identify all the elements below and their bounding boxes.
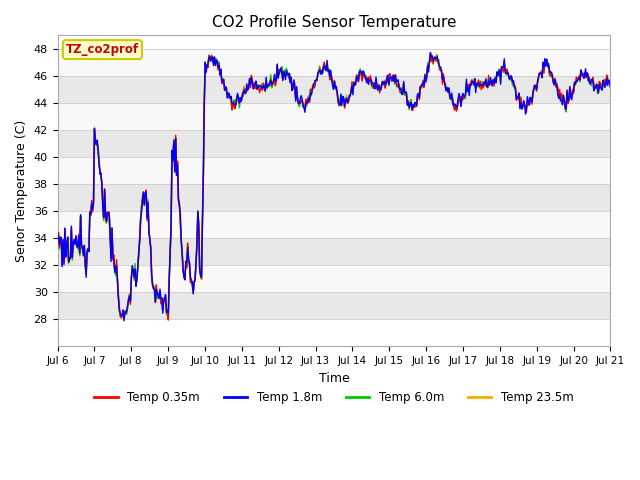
- Line: Temp 1.8m: Temp 1.8m: [58, 52, 611, 321]
- Temp 1.8m: [54, 233, 61, 239]
- Temp 6.0m: [120, 315, 128, 321]
- Bar: [58, 49, 611, 76]
- Temp 6.0m: [54, 233, 61, 239]
- Temp 1.8m: [380, 78, 388, 84]
- Temp 6.0m: [196, 272, 204, 277]
- Temp 1.8m: [152, 287, 160, 292]
- Temp 23.5m: [196, 273, 204, 278]
- Temp 23.5m: [54, 233, 61, 239]
- Temp 23.5m: [424, 63, 431, 69]
- Temp 0.35m: [196, 271, 204, 276]
- Temp 0.35m: [380, 82, 388, 87]
- Bar: [58, 292, 611, 319]
- Bar: [58, 238, 611, 265]
- Temp 23.5m: [380, 79, 388, 85]
- Temp 23.5m: [305, 93, 312, 99]
- Temp 0.35m: [164, 317, 172, 323]
- Bar: [58, 265, 611, 292]
- Line: Temp 0.35m: Temp 0.35m: [58, 53, 611, 320]
- Line: Temp 6.0m: Temp 6.0m: [58, 55, 611, 318]
- Bar: [58, 184, 611, 211]
- Temp 0.35m: [305, 95, 312, 100]
- Temp 23.5m: [472, 85, 479, 91]
- Temp 1.8m: [607, 84, 614, 89]
- Temp 0.35m: [607, 84, 614, 89]
- Temp 6.0m: [433, 52, 441, 58]
- Legend: Temp 0.35m, Temp 1.8m, Temp 6.0m, Temp 23.5m: Temp 0.35m, Temp 1.8m, Temp 6.0m, Temp 2…: [90, 386, 579, 409]
- Temp 6.0m: [152, 287, 160, 293]
- Temp 6.0m: [380, 79, 388, 85]
- Bar: [58, 103, 611, 130]
- Temp 1.8m: [424, 63, 431, 69]
- Temp 1.8m: [427, 49, 435, 55]
- Temp 6.0m: [472, 84, 479, 90]
- Temp 6.0m: [305, 94, 312, 99]
- Bar: [58, 76, 611, 103]
- Temp 0.35m: [424, 62, 431, 68]
- Temp 23.5m: [152, 286, 160, 291]
- Temp 0.35m: [152, 300, 159, 305]
- Temp 23.5m: [120, 315, 128, 321]
- Temp 23.5m: [427, 50, 435, 56]
- Temp 1.8m: [120, 318, 128, 324]
- Temp 0.35m: [472, 84, 479, 90]
- Temp 0.35m: [427, 50, 435, 56]
- Bar: [58, 130, 611, 157]
- X-axis label: Time: Time: [319, 372, 349, 384]
- Temp 1.8m: [305, 96, 312, 101]
- Text: TZ_co2prof: TZ_co2prof: [66, 43, 139, 56]
- Temp 6.0m: [424, 60, 431, 66]
- Line: Temp 23.5m: Temp 23.5m: [58, 53, 611, 318]
- Temp 0.35m: [54, 229, 61, 235]
- Temp 23.5m: [607, 84, 614, 90]
- Y-axis label: Senor Temperature (C): Senor Temperature (C): [15, 120, 28, 262]
- Temp 1.8m: [196, 274, 204, 279]
- Bar: [58, 211, 611, 238]
- Temp 1.8m: [472, 90, 479, 96]
- Bar: [58, 157, 611, 184]
- Title: CO2 Profile Sensor Temperature: CO2 Profile Sensor Temperature: [212, 15, 456, 30]
- Temp 6.0m: [607, 85, 614, 91]
